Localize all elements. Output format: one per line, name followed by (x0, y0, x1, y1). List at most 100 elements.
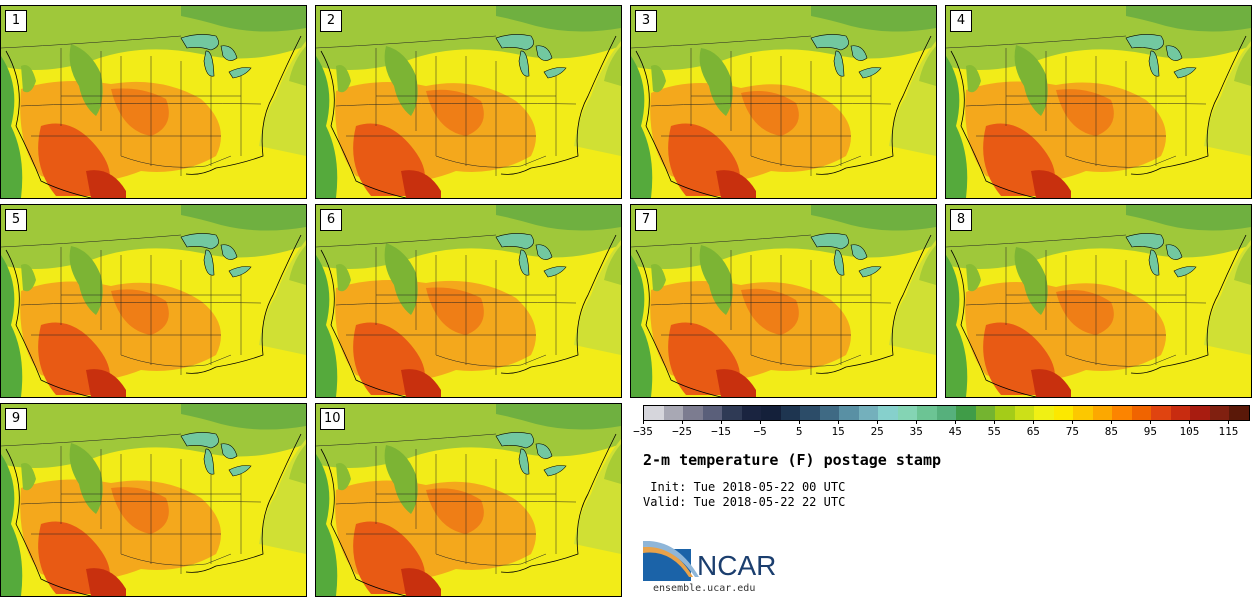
map-panel-7: 7 (630, 204, 937, 398)
colorbar-segment (1092, 406, 1113, 420)
colorbar-tick (1111, 420, 1113, 424)
colorbar-tick-label: −15 (711, 425, 731, 438)
rockies (1014, 247, 1048, 315)
panel-label: 7 (635, 209, 657, 231)
lake-huron (535, 45, 553, 61)
logo-swoosh-outer-icon (643, 541, 699, 577)
colorbar-tick (682, 420, 684, 424)
colorbar-segment (722, 406, 742, 420)
west-coastline (320, 448, 407, 596)
colorbar-tick-label: 85 (1104, 425, 1118, 438)
east-coastline (500, 35, 617, 175)
lake-superior (810, 34, 849, 51)
state-border (335, 302, 577, 306)
state-border (1065, 354, 1177, 367)
lake-huron (850, 244, 868, 260)
colorbar-segment (819, 406, 840, 420)
colorbar-tick-label: 105 (1179, 425, 1200, 438)
east-coastline (815, 234, 932, 374)
pacific-ocean (631, 255, 653, 397)
heat-mexico (1031, 170, 1071, 198)
state-border (435, 553, 547, 566)
state-border (120, 553, 232, 566)
rockies (384, 445, 418, 514)
colorbar-segment (663, 406, 684, 420)
panel-label: 3 (635, 10, 657, 32)
pacific-ocean (946, 255, 968, 397)
lake-huron (220, 443, 238, 459)
cascades (336, 65, 351, 93)
west-coastline (5, 249, 92, 397)
colorbar-segment (683, 406, 703, 420)
atlantic-north (919, 46, 936, 86)
logo-text: NCAR (697, 550, 776, 581)
colorbar-segment (917, 406, 937, 420)
atlantic-north (289, 444, 306, 484)
heat-mexico (401, 170, 441, 198)
state-border (316, 433, 497, 447)
west-coastline (320, 50, 407, 198)
state-border (946, 234, 1127, 248)
cascades (21, 264, 36, 292)
lake-superior (180, 233, 219, 250)
colorbar-tick-label: 95 (1143, 425, 1158, 438)
state-border (20, 501, 262, 505)
lake-superior (810, 233, 849, 250)
lake-erie (543, 67, 567, 79)
state-border (631, 234, 812, 248)
lake-huron (1165, 244, 1183, 260)
valid-time: Valid: Tue 2018-05-22 22 UTC (643, 495, 846, 509)
colorbar-tick-label: −35 (633, 425, 653, 438)
atlantic-north (1234, 46, 1251, 86)
colorbar-tick (1228, 420, 1230, 424)
lake-michigan (833, 249, 845, 276)
east-coastline (815, 35, 932, 175)
colorbar-segment (1209, 406, 1230, 420)
state-border (1, 35, 182, 49)
lake-michigan (833, 50, 845, 77)
colorbar-tick-label: 115 (1218, 425, 1239, 438)
colorbar-tick-label: 55 (987, 425, 1001, 438)
colorbar-tick (994, 420, 996, 424)
pacific-ocean (316, 454, 338, 596)
state-border (1, 433, 182, 447)
canada-band (811, 205, 936, 231)
website-url: ensemble.ucar.edu (653, 583, 756, 594)
canada-band (811, 6, 936, 32)
atlantic-north (604, 245, 621, 285)
panel-label: 1 (5, 10, 27, 32)
state-border (750, 354, 862, 367)
east-coastline (1130, 35, 1247, 175)
rockies (384, 46, 418, 116)
colorbar-segment (1014, 406, 1035, 420)
state-border (316, 35, 497, 49)
colorbar-tick (1033, 420, 1035, 424)
heat-mexico (401, 568, 441, 596)
colorbar-segment (1131, 406, 1152, 420)
canada-band (181, 6, 306, 32)
lake-superior (180, 432, 219, 449)
state-border (1, 234, 182, 248)
canada-band (496, 6, 621, 32)
state-border (631, 35, 812, 49)
cascades (336, 264, 351, 292)
state-border (965, 302, 1207, 306)
lake-michigan (518, 50, 530, 77)
panel-label: 9 (5, 408, 27, 430)
colorbar-tick (760, 420, 762, 424)
atlantic-north (289, 245, 306, 285)
pacific-ocean (1, 255, 23, 397)
lake-huron (850, 45, 868, 61)
lake-michigan (1148, 249, 1160, 276)
colorbar-tick-label: 65 (1026, 425, 1040, 438)
lake-huron (220, 45, 238, 61)
east-coastline (185, 433, 302, 573)
lake-erie (543, 465, 567, 477)
lake-huron (535, 244, 553, 260)
colorbar-segment (995, 406, 1015, 420)
colorbar-tick (1150, 420, 1152, 424)
lake-erie (228, 67, 252, 79)
heat-plains (111, 289, 169, 335)
lake-huron (220, 244, 238, 260)
colorbar-segment (780, 406, 801, 420)
